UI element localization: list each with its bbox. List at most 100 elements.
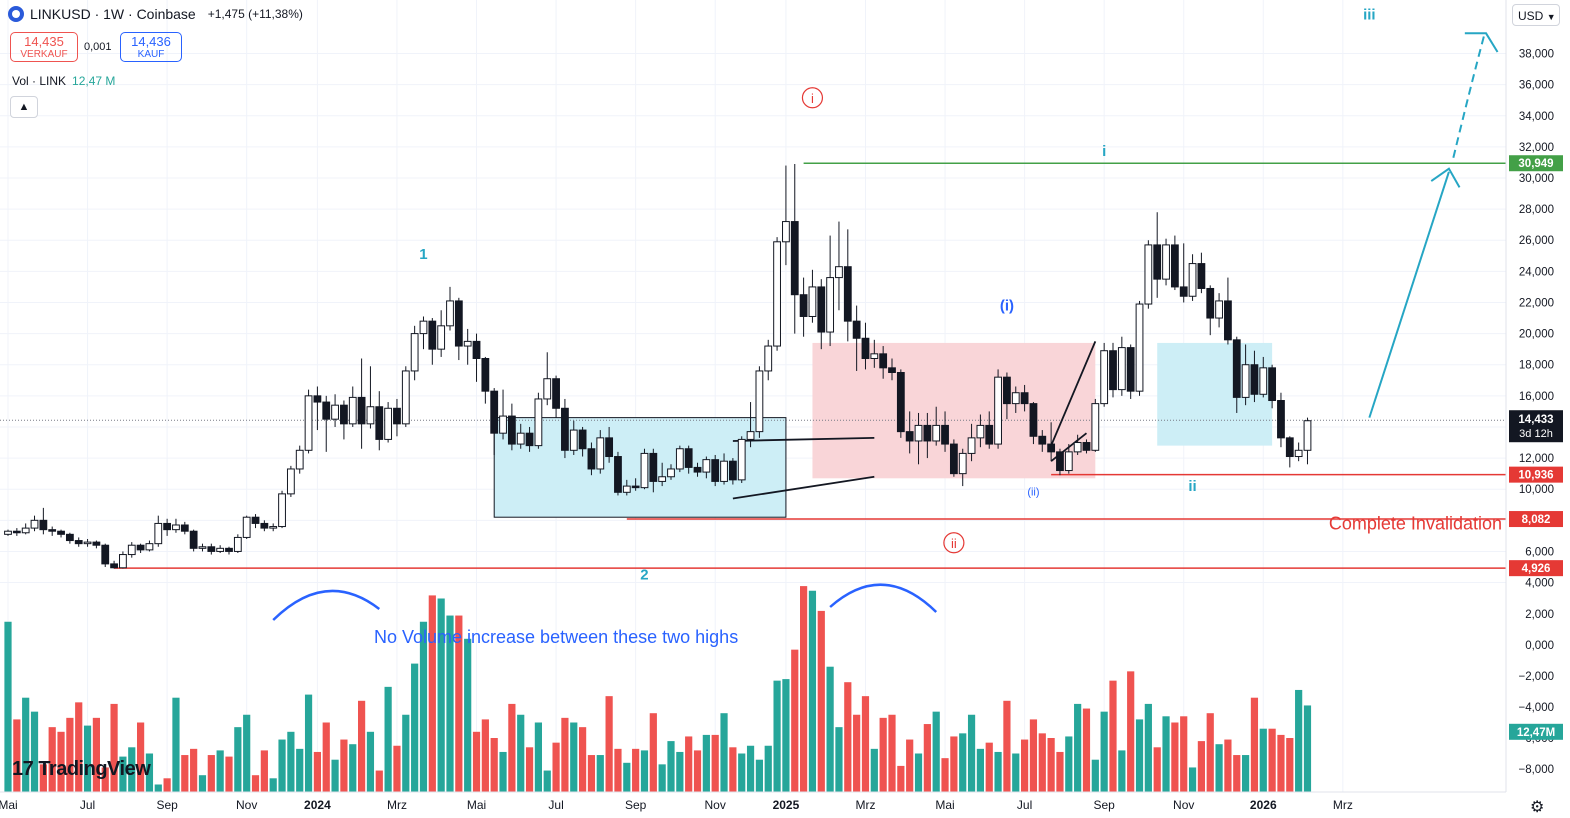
candle-body	[994, 376, 1002, 445]
wave-label-circle	[943, 532, 965, 554]
candle-body	[419, 320, 428, 335]
candle-body	[640, 452, 649, 489]
time-tick-label: Mai	[467, 798, 486, 812]
volume-bar	[128, 747, 136, 792]
candle-body	[1056, 451, 1064, 472]
volume-bar	[861, 696, 870, 792]
volume-bar	[994, 751, 1002, 792]
volume-bar	[720, 713, 728, 792]
time-tick-label: Nov	[1173, 798, 1194, 812]
buy-button[interactable]: 14,436 KAUF	[120, 32, 182, 62]
last-price-tag	[1509, 410, 1563, 443]
volume-bar	[729, 747, 737, 792]
volume-bar	[517, 714, 525, 792]
volume-bar	[207, 755, 215, 792]
volume-bar	[13, 719, 21, 792]
volume-bar	[340, 739, 348, 792]
time-tick-label: Mai	[0, 798, 18, 812]
volume-bar	[835, 727, 843, 792]
level-price-tag	[1509, 466, 1563, 483]
candle-body	[596, 437, 605, 470]
candle-body	[1073, 442, 1082, 453]
volume-bar	[198, 775, 207, 792]
candle-body	[313, 395, 322, 403]
chevron-up-icon[interactable]: ▲	[10, 96, 38, 118]
candle-body	[1188, 263, 1197, 297]
volume-bar	[791, 649, 799, 792]
candle-body	[658, 476, 667, 482]
volume-bar	[75, 702, 83, 792]
projection-dashed-line	[1452, 34, 1486, 159]
candle-body	[525, 432, 534, 447]
candle-body	[764, 345, 773, 372]
candle-body	[1117, 347, 1126, 391]
candle-body	[472, 340, 481, 359]
symbol-title[interactable]: LINKUSD · 1W · Coinbase	[30, 6, 196, 22]
candle-body	[1303, 420, 1312, 451]
candle-body	[4, 530, 12, 535]
candle-body	[1179, 286, 1188, 297]
candle-body	[631, 485, 640, 489]
volume-bar	[287, 731, 295, 792]
volume-bar	[260, 750, 268, 792]
candle-body	[401, 370, 410, 425]
sell-button[interactable]: 14,435 VERKAUF	[10, 32, 78, 62]
volume-bar	[773, 680, 781, 792]
candle-body	[1259, 367, 1268, 395]
volume-bar	[543, 770, 551, 792]
candle-body	[225, 547, 233, 552]
price-tick-label: 4,000	[1525, 578, 1554, 590]
volume-bar	[304, 694, 313, 792]
candle-body	[145, 543, 154, 551]
volume-arc	[829, 583, 938, 613]
candle-body	[1197, 263, 1206, 289]
volume-bar	[906, 739, 914, 792]
level-price-tag	[1509, 155, 1563, 172]
volume-bar	[48, 727, 56, 792]
volume-bar	[649, 713, 657, 792]
volume-bar	[243, 714, 251, 792]
candle-body	[728, 460, 737, 481]
gear-icon[interactable]: ⚙	[1530, 799, 1545, 816]
candle-body	[870, 353, 879, 359]
candle-body	[755, 370, 764, 433]
channel-upper-line	[732, 436, 875, 442]
price-tick-label: 20,000	[1519, 329, 1554, 341]
chevron-down-icon: ▼	[1546, 12, 1556, 22]
price-tick-label: 36,000	[1519, 80, 1554, 92]
candle-body	[331, 404, 339, 420]
volume-bar	[923, 724, 931, 792]
sell-label: VERKAUF	[20, 49, 68, 60]
candle-body	[260, 522, 269, 529]
volume-bar	[685, 736, 693, 792]
volume-bar	[764, 745, 772, 792]
volume-bar	[1100, 711, 1108, 792]
volume-bar	[508, 703, 516, 792]
volume-bar	[419, 621, 428, 792]
tradingview-logo[interactable]: 17 TradingView	[12, 758, 151, 781]
volume-bar	[1162, 716, 1170, 792]
candle-body	[463, 340, 472, 347]
candle-body	[180, 524, 189, 532]
candle-body	[949, 443, 958, 475]
channel-lower-line	[732, 475, 875, 500]
candle-body	[1144, 244, 1153, 305]
currency-select[interactable]: USD ▼	[1512, 4, 1560, 26]
price-tick-label: 12,000	[1519, 453, 1554, 465]
volume-bar	[181, 755, 189, 792]
volume-bar	[154, 784, 162, 792]
volume-bar	[313, 751, 321, 792]
volume-bar	[1197, 741, 1205, 792]
candle-body	[278, 493, 286, 528]
time-tick-label: Sep	[625, 798, 647, 812]
candle-body	[384, 407, 393, 440]
candle-body	[737, 438, 746, 481]
level-price-label: 10,936	[1518, 470, 1553, 482]
time-tick-label: Mrz	[1333, 798, 1353, 812]
price-tick-label: 38,000	[1519, 49, 1554, 61]
candle-body	[773, 241, 781, 347]
level-price-tag	[1509, 511, 1563, 528]
candle-body	[189, 530, 198, 549]
time-tick-label: 2026	[1250, 798, 1277, 812]
